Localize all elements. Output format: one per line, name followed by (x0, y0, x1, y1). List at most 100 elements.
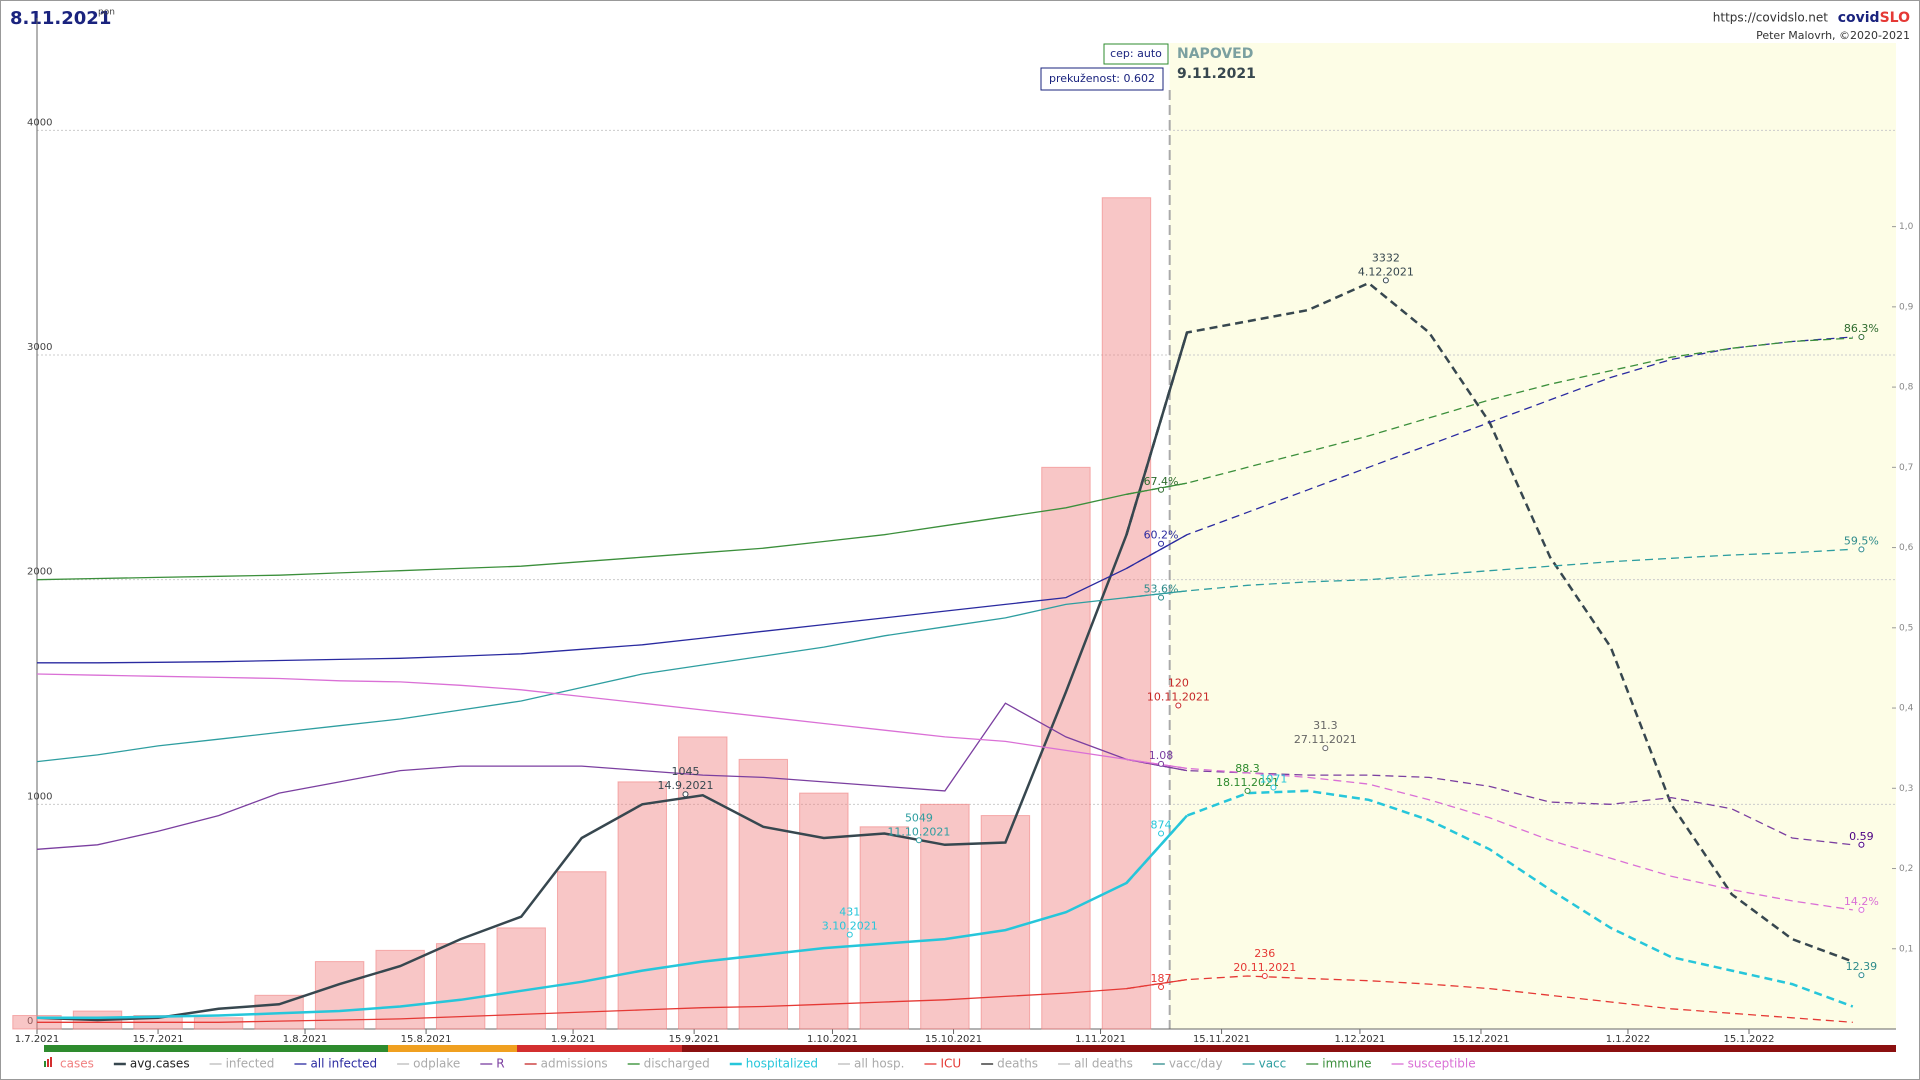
legend-label: all infected (310, 1057, 377, 1071)
bar (859, 826, 910, 1030)
y2-tick-label: 0,6 (1899, 543, 1914, 553)
legend-label: deaths (997, 1057, 1038, 1071)
annotation: 27.11.2021 (1294, 733, 1357, 746)
annotation-point (1270, 784, 1277, 791)
legend-label: R (496, 1057, 504, 1071)
legend-label: ICU (940, 1057, 961, 1071)
y-tick-label: 3000 (27, 342, 52, 353)
y2-tick-label: 0,5 (1899, 623, 1913, 633)
y2-tick-label: 0,8 (1899, 383, 1914, 393)
x-tick-label: 1.1.2022 (1606, 1034, 1651, 1045)
box (1103, 43, 1169, 65)
forecast-line (1126, 758, 1853, 911)
forecast-date: 9.11.2021 (1177, 66, 1256, 82)
annotation: 3332 (1372, 251, 1400, 264)
y-tick-label: 4000 (27, 117, 52, 128)
legend-label: immune (1322, 1057, 1371, 1071)
x-tick-label: 1.10.2021 (807, 1034, 858, 1045)
annotation: 11.10.2021 (887, 825, 950, 838)
background-layer (37, 43, 1896, 1030)
line (36, 590, 1188, 763)
legend-label: odplake (413, 1057, 460, 1071)
brand-second: SLO (1880, 10, 1911, 26)
annotation: 3.10.2021 (822, 920, 878, 933)
x-tick-label: 1.11.2021 (1075, 1034, 1126, 1045)
annotation: 86.3% (1844, 322, 1879, 335)
line (37, 978, 1188, 1023)
bar (314, 961, 365, 1030)
annotation: 187 (1151, 972, 1172, 985)
annotation: 14.2% (1844, 895, 1879, 908)
annotation-point (1175, 702, 1182, 709)
annotation-point (1858, 972, 1865, 979)
annotation-point (1858, 841, 1865, 848)
annotation-point (1322, 745, 1329, 752)
x-tick-label: 15.11.2021 (1193, 1034, 1250, 1045)
y2-tick-label: 0,2 (1899, 864, 1913, 874)
forecast-line (1125, 789, 1854, 1008)
annotation-point (1158, 830, 1165, 837)
line (37, 534, 1188, 664)
date-label: 8.11.2021 (10, 8, 111, 29)
annotation-point (1158, 760, 1165, 767)
bar (678, 736, 728, 1030)
legend-label: susceptible (1408, 1057, 1476, 1071)
x-tick-label: 15.7.2021 (133, 1034, 184, 1045)
phase-strip (682, 1045, 1896, 1052)
annotation: 67.4% (1144, 475, 1179, 488)
legend-label: all deaths (1074, 1057, 1133, 1071)
brand: covidSLO (1838, 10, 1910, 26)
forecast-line (1126, 336, 1853, 569)
bar (738, 758, 789, 1030)
x-tick-label: 15.12.2021 (1452, 1034, 1509, 1045)
annotation-point (1244, 787, 1251, 794)
y2-tick-label: 0,7 (1899, 463, 1913, 473)
annotation: 1.08 (1149, 749, 1174, 762)
legend-swatch (47, 1059, 49, 1067)
annotation-point (1261, 972, 1268, 979)
legend-swatch (44, 1061, 46, 1067)
x-tick-label: 1.7.2021 (15, 1034, 60, 1045)
annotation: 236 (1254, 947, 1275, 960)
legend-label: cases (60, 1057, 94, 1071)
x-tick-label: 15.1.2022 (1724, 1034, 1775, 1045)
brand-first: covid (1838, 10, 1880, 26)
legend: cases avg.cases infected all infected odplak… (44, 1057, 1476, 1071)
x-tick-label: 1.9.2021 (551, 1034, 596, 1045)
annotation: 5049 (905, 811, 933, 824)
annotation-point (1158, 486, 1165, 493)
y2-tick-label: 0,3 (1899, 784, 1913, 794)
annotation-point (1158, 594, 1165, 601)
x-tick-label: 15.8.2021 (401, 1034, 452, 1045)
bar (193, 1017, 244, 1030)
annotation-point (1382, 277, 1389, 284)
y-tick-label: 0 (27, 1016, 33, 1027)
forecast-line (1126, 975, 1853, 1023)
url: https://covidslo.net (1713, 11, 1829, 25)
bar (496, 927, 546, 1030)
legend-label: vacc (1259, 1057, 1287, 1071)
y-tick-label: 2000 (27, 567, 52, 578)
annotation-point (1858, 546, 1865, 553)
annotation: 1045 (671, 765, 699, 778)
y2-tick-label: 0,9 (1899, 302, 1914, 312)
bar (375, 949, 425, 1030)
y2-tick-label: 0,4 (1899, 704, 1914, 714)
forecast-area (1169, 43, 1896, 1029)
line (37, 814, 1188, 1020)
box-text: prekuženost: 0.602 (1049, 72, 1155, 85)
annotation: 120 (1168, 676, 1189, 689)
phase-strip (44, 1045, 388, 1052)
x-tick-label: 1.8.2021 (283, 1034, 328, 1045)
bar (1101, 197, 1152, 1030)
legend-label: avg.cases (130, 1057, 190, 1071)
x-tick-label: 15.9.2021 (669, 1034, 720, 1045)
annotation-point (1158, 983, 1165, 990)
annotation-point (1158, 540, 1165, 547)
line (36, 482, 1188, 581)
annotation: 14.9.2021 (657, 779, 713, 792)
annotation: 431 (839, 906, 860, 919)
legend-label: hospitalized (746, 1057, 818, 1071)
bar (557, 871, 607, 1030)
